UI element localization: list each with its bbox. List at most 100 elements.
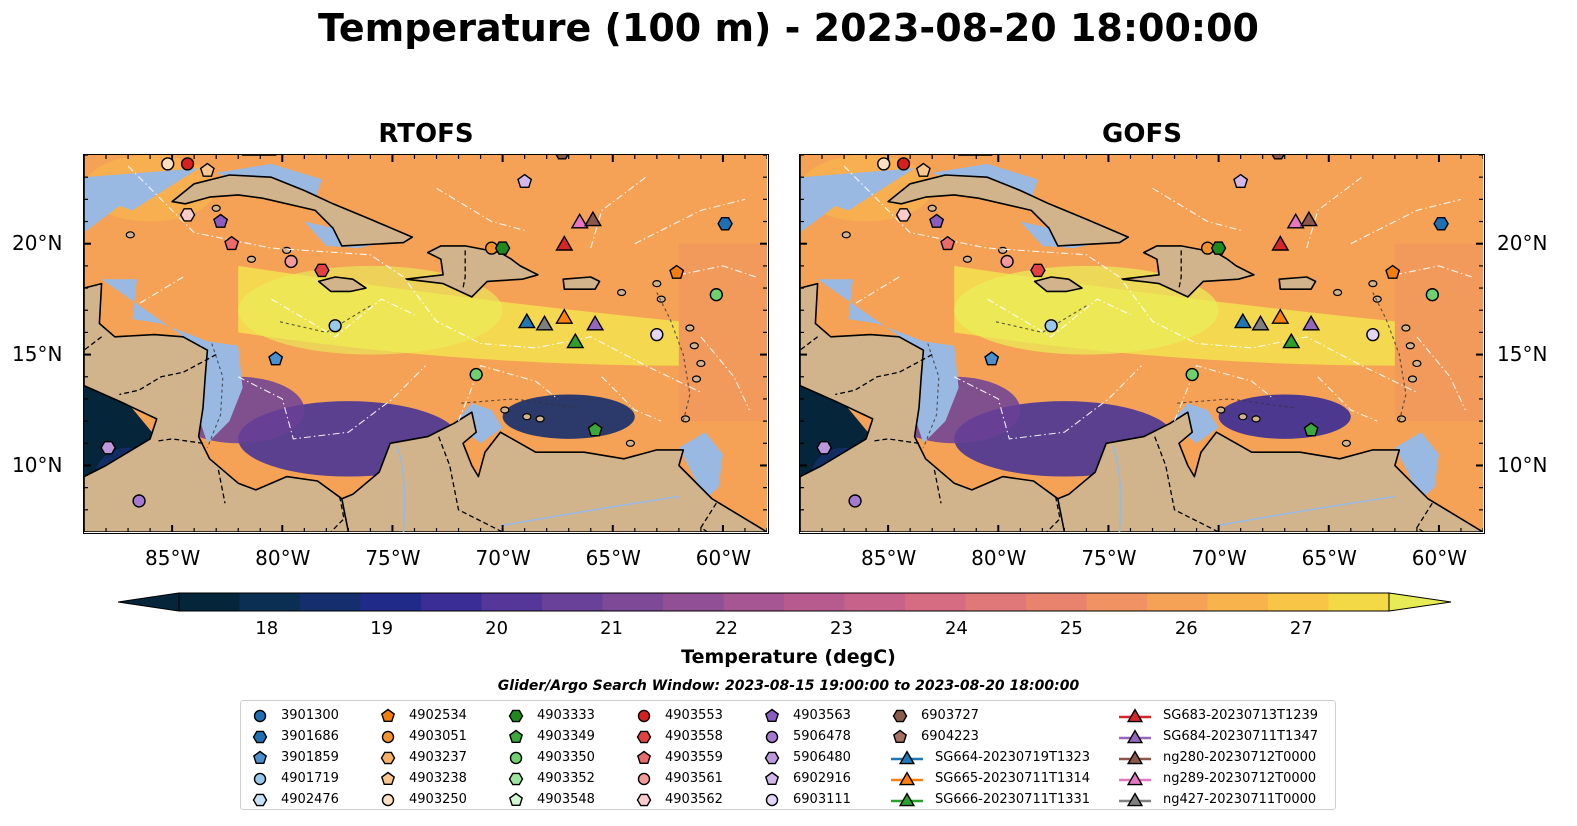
legend-item: 4903051 — [377, 726, 467, 747]
legend-label: SG666-20230711T1331 — [935, 792, 1091, 807]
float-marker — [709, 288, 723, 302]
float-marker — [517, 312, 536, 329]
legend-item: 4902476 — [249, 789, 339, 810]
legend-marker-icon — [380, 751, 396, 764]
colorbar-tick-label: 18 — [255, 618, 279, 639]
legend-label: 6903111 — [793, 792, 851, 807]
x-tick-label: 70°W — [475, 546, 531, 570]
float-marker — [1030, 263, 1046, 278]
legend-item: 4903238 — [377, 768, 467, 789]
legend-symbol — [380, 708, 396, 722]
x-tick-label: 60°W — [695, 546, 752, 570]
float-marker — [161, 157, 175, 171]
legend-label: 4903563 — [793, 708, 851, 723]
float-marker — [1185, 367, 1199, 382]
legend-marker-icon — [252, 730, 268, 743]
legend-marker-icon — [637, 772, 651, 785]
float-marker — [132, 494, 146, 508]
legend-marker-icon — [508, 729, 524, 743]
legend-marker-icon — [1119, 728, 1151, 743]
legend-symbol — [381, 730, 395, 743]
legend-label: 4902476 — [281, 792, 339, 807]
legend-label: 4903250 — [409, 792, 467, 807]
float-marker — [877, 157, 891, 171]
legend-marker-icon — [380, 771, 396, 785]
legend-label: 4903558 — [665, 729, 723, 744]
float-marker — [535, 314, 554, 331]
legend-marker-icon — [1119, 791, 1151, 806]
float-marker — [1299, 210, 1318, 227]
legend-label: 4903350 — [537, 750, 595, 765]
float-marker — [1433, 217, 1449, 231]
legend-symbol — [1126, 707, 1144, 722]
float-marker — [1303, 422, 1319, 437]
float-marker — [1233, 173, 1249, 188]
legend-label: 5906480 — [793, 750, 851, 765]
legend-label: SG664-20230719T1323 — [935, 750, 1091, 765]
legend-symbol — [764, 708, 780, 722]
legend-label: 4903333 — [537, 708, 595, 723]
legend-marker-icon — [253, 709, 267, 722]
legend-marker-icon — [764, 751, 780, 764]
float-marker — [896, 157, 911, 171]
legend-symbol — [252, 793, 268, 806]
float-marker — [1000, 254, 1014, 269]
float-marker — [566, 332, 585, 349]
legend-marker-icon — [764, 708, 780, 722]
legend-label: 4903562 — [665, 792, 723, 807]
legend-symbol — [380, 751, 396, 764]
colorbar-tick-label: 22 — [715, 618, 738, 639]
legend-label: 4903237 — [409, 750, 467, 765]
legend-item: 3901686 — [249, 726, 339, 747]
float-marker — [1425, 288, 1439, 302]
legend-marker-icon — [508, 772, 524, 785]
legend-marker-icon — [891, 749, 923, 764]
x-tick-label: 70°W — [1191, 546, 1247, 570]
float-marker — [1366, 327, 1380, 342]
legend-item: 4903250 — [377, 789, 467, 810]
legend-marker-icon — [253, 772, 267, 785]
float-marker — [1271, 308, 1290, 324]
float-marker — [1251, 314, 1270, 331]
legend-item: 3901859 — [249, 747, 339, 768]
colorbar-tick-label: 26 — [1174, 618, 1198, 639]
x-tick-label: 80°W — [971, 546, 1027, 570]
legend-marker-icon — [892, 729, 908, 743]
legend-item: 4903350 — [505, 747, 595, 768]
legend-label: 4903548 — [537, 792, 595, 807]
float-marker — [213, 213, 229, 228]
colorbar-tick-label: 21 — [600, 618, 624, 639]
colorbar-tick-label: 24 — [944, 618, 968, 639]
legend-label: 4903561 — [665, 771, 723, 786]
legend-symbol — [252, 730, 268, 743]
legend-item: 4903333 — [505, 705, 595, 726]
float-marker — [1233, 312, 1252, 329]
float-marker — [555, 155, 569, 160]
x-tick-label: 75°W — [1081, 546, 1137, 570]
map-panel-rtofs[interactable] — [83, 154, 769, 534]
colorbar-tick-label: 23 — [830, 618, 853, 639]
float-marker — [669, 264, 685, 279]
map-panel-gofs[interactable] — [799, 154, 1485, 534]
legend-marker-icon — [1119, 707, 1151, 722]
legend-label: 6904223 — [921, 729, 979, 744]
legend-symbol — [892, 709, 908, 722]
legend-symbol — [765, 730, 779, 743]
legend-item: 4903237 — [377, 747, 467, 768]
legend-symbol — [508, 729, 524, 743]
y-tick-label-left: 10°N — [12, 452, 63, 477]
panel-title-rtofs: RTOFS — [378, 119, 474, 149]
legend-symbol — [1126, 749, 1144, 764]
legend-item: 3901300 — [249, 705, 339, 726]
legend-item: 4901719 — [249, 768, 339, 789]
legend-marker-icon — [764, 771, 780, 785]
float-marker — [494, 241, 511, 255]
legend-item: SG664-20230719T1323 — [889, 747, 1090, 768]
legend-item: ng280-20230712T0000 — [1117, 747, 1318, 768]
legend-marker-icon — [891, 791, 923, 806]
legend-marker-icon — [381, 793, 395, 806]
float-marker — [268, 351, 284, 366]
colorbar-tick-label: 20 — [485, 618, 509, 639]
y-tick-label-right: 15°N — [1497, 342, 1548, 367]
legend-symbol — [252, 750, 268, 764]
